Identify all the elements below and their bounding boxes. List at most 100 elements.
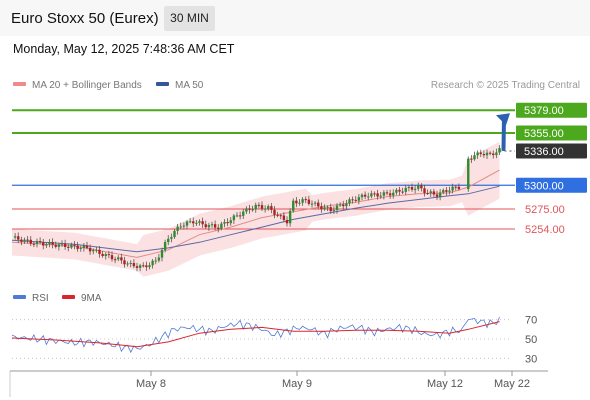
candle-body [85,245,89,248]
candle-body [213,224,217,228]
candle-body [370,193,373,197]
x-tick-label: May 9 [282,378,312,390]
candle-body [63,243,67,247]
candle-body [338,204,342,206]
x-tick-label: May 8 [136,378,166,390]
level-lines-layer [12,109,515,230]
candle-body [379,195,382,197]
timeframe-badge[interactable]: 30 MIN [164,6,215,31]
candle-body [223,222,226,224]
candle-body [242,211,245,216]
candle-body [404,187,407,192]
candle-body [217,227,220,229]
projection-arrow-shaft [501,116,506,152]
legend-swatch-rsi [13,295,26,300]
candle-body [92,250,95,252]
candle-body [392,192,395,196]
candle-body [426,192,429,194]
level-badge-5355 [516,125,587,141]
projection-layer [496,113,510,152]
candle-body [13,236,17,238]
candle-body [332,210,336,212]
rsi-line [11,316,500,354]
legend-9ma: 9MA [62,293,102,304]
candle-body [295,200,298,204]
candle-body [188,221,192,223]
candle-body [129,263,132,265]
candle-body [285,219,289,224]
candle-body [204,224,207,228]
candle-body [442,190,445,193]
candle-body [145,265,148,268]
candle-body [29,239,32,244]
candle-body [229,220,232,224]
candle-body [176,226,179,231]
candle-body [257,204,261,206]
candle-body [298,202,301,204]
candle-body [232,215,236,221]
candle-body [273,209,276,215]
candle-body [373,193,376,195]
candle-body [20,239,23,242]
candle-body [301,199,304,203]
candle-body [282,215,286,220]
x-tick-label: May 12 [427,378,463,390]
candle-body [107,254,111,256]
candle-body [42,242,45,246]
level-label-5379: 5379.00 [524,105,564,117]
candle-body [279,215,282,217]
candle-body [51,242,54,245]
candle-body [148,265,151,268]
rsi-tick-label-50: 50 [525,334,537,346]
x-tick-label: May 22 [494,378,530,390]
level-labels-layer: 5379.00 5355.00 5336.00 5300.00 5275.00 5254.… [516,102,587,236]
candle-body [317,202,320,207]
candle-body [348,199,351,204]
candle-body [45,244,48,246]
candle-body [60,243,64,245]
legend-label-rsi: RSI [32,293,49,304]
legend-swatch-ma20 [13,82,26,87]
candle-body [276,214,279,216]
candle-body [367,196,370,198]
candle-body [395,189,398,193]
level-badge-5300 [516,177,587,193]
copyright-text: Research © 2025 Trading Central [430,80,580,91]
candle-body [210,224,214,226]
candle-body [385,192,389,194]
candle-body [238,215,242,217]
candle-body [76,245,79,249]
candle-body [117,257,120,260]
candle-body [248,208,251,210]
legend-ma20: MA 20 + Bollinger Bands [13,80,142,91]
candle-body [132,263,136,267]
candle-body [288,210,292,224]
timestamp: Monday, May 12, 2025 7:48:36 AM CET [13,42,235,56]
candle-body [485,152,489,156]
legend-swatch-9ma [62,295,75,300]
level-label-5336: 5336.00 [524,146,564,158]
candle-body [173,230,176,238]
candle-body [57,244,61,247]
rsi-panel: 70 50 30 [11,315,537,365]
candle-body [226,222,229,224]
legend-label-ma50: MA 50 [175,80,204,91]
candle-body [473,155,476,160]
candle-body [23,239,26,242]
candle-body [182,225,186,227]
candle-body [38,241,42,243]
candle-body [320,206,323,210]
candle-body [270,206,273,210]
candle-body [154,260,157,262]
candle-body [235,215,239,217]
candle-body [335,205,339,211]
candle-body [398,189,401,192]
candle-body [457,186,461,190]
candle-body [201,221,204,225]
candle-body [67,246,70,248]
candle-body [48,242,51,245]
level-badge-5336 [516,143,587,159]
candle-body [435,194,439,197]
level-label-5254: 5254.00 [525,224,565,236]
